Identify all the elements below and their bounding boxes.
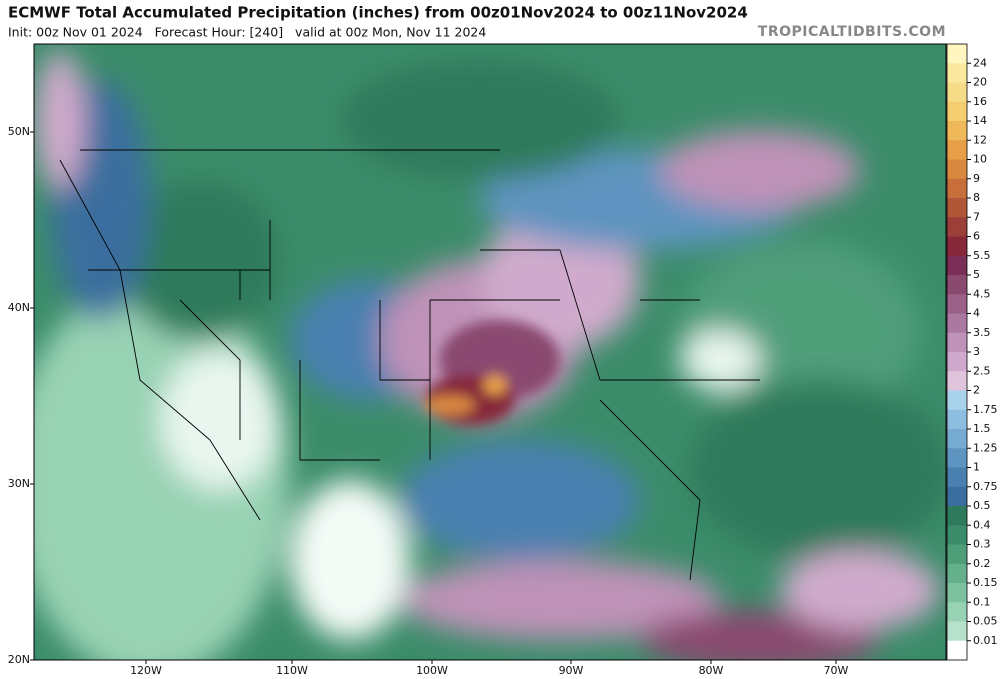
colorbar-label: 8: [973, 191, 980, 204]
colorbar-swatch: [947, 217, 967, 237]
colorbar-swatch: [947, 63, 967, 83]
colorbar-label: 0.01: [973, 634, 998, 647]
colorbar-swatch: [947, 294, 967, 314]
colorbar-label: 1.25: [973, 441, 998, 454]
colorbar-label: 14: [973, 114, 987, 127]
colorbar-swatch: [947, 236, 967, 257]
lon-label: 110W: [276, 664, 308, 677]
colorbar-label: 6: [973, 230, 980, 243]
colorbar-label: 2.5: [973, 364, 991, 377]
colorbar-label: 0.2: [973, 557, 991, 570]
colorbar-label: 12: [973, 133, 987, 146]
lon-label: 120W: [130, 664, 162, 677]
colorbar-swatch: [947, 101, 967, 122]
colorbar-label: 1.5: [973, 422, 991, 435]
lon-label: 90W: [559, 664, 584, 677]
subtitle: Init: 00z Nov 01 2024 Forecast Hour: [24…: [8, 25, 486, 40]
colorbar-swatch: [947, 371, 967, 391]
colorbar-swatch: [947, 159, 967, 180]
lon-label: 100W: [416, 664, 448, 677]
colorbar-label: 1: [973, 461, 980, 474]
colorbar-swatch: [947, 486, 967, 507]
lon-label: 70W: [824, 664, 849, 677]
colorbar-label: 9: [973, 172, 980, 185]
colorbar-swatch: [947, 640, 967, 661]
colorbar-swatch: [947, 467, 967, 488]
colorbar-label: 7: [973, 210, 980, 223]
colorbar-label: 0.75: [973, 480, 998, 493]
precip-map: [34, 44, 946, 660]
colorbar-label: 16: [973, 95, 987, 108]
colorbar-swatch: [947, 313, 967, 334]
colorbar-label: 24: [973, 56, 987, 69]
colorbar-label: 3.5: [973, 326, 991, 339]
colorbar-label: 0.5: [973, 499, 991, 512]
colorbar-label: 20: [973, 76, 987, 89]
colorbar-swatch: [947, 121, 967, 141]
colorbar-swatch: [947, 255, 967, 276]
map-axes: 50N 40N 30N 20N 120W 110W 100W 90W 80W 70W: [8, 125, 849, 677]
colorbar-label: 0.05: [973, 615, 998, 628]
colorbar-swatch: [947, 583, 967, 603]
colorbar-swatch: [947, 409, 967, 430]
colorbar-swatch: [947, 352, 967, 372]
colorbar-swatch: [947, 178, 967, 199]
colorbar-label: 4: [973, 307, 980, 320]
map-frame: [33, 43, 947, 661]
colorbar-label: 0.1: [973, 595, 991, 608]
colorbar-label: 5.5: [973, 249, 991, 262]
colorbar-label: 0.15: [973, 576, 998, 589]
colorbar-label: 0.3: [973, 538, 991, 551]
colorbar-swatch: [947, 198, 967, 218]
colorbar-swatch: [947, 82, 967, 103]
brand: TROPICALTIDBITS.COM: [758, 24, 946, 40]
lat-label: 20N: [8, 653, 30, 666]
title: ECMWF Total Accumulated Precipitation (i…: [8, 4, 748, 22]
lat-label: 30N: [8, 477, 30, 490]
lat-label: 50N: [8, 125, 30, 138]
colorbar-swatch: [947, 140, 967, 160]
colorbar-swatch: [947, 621, 967, 642]
lon-label: 80W: [699, 664, 724, 677]
colorbar-swatch: [947, 506, 967, 526]
colorbar-label: 0.4: [973, 518, 991, 531]
colorbar-swatch: [947, 332, 967, 353]
colorbar-swatch: [947, 602, 967, 622]
lat-label: 40N: [8, 301, 30, 314]
colorbar-label: 4.5: [973, 287, 991, 300]
colorbar-label: 1.75: [973, 403, 998, 416]
colorbar-swatch: [947, 448, 967, 468]
colorbar-swatch: [947, 44, 967, 64]
colorbar-label: 2: [973, 384, 980, 397]
colorbar: 24 20 16 14 12 10 9 8 7 6 5.5 5 4.5 4 3.5 3 2.5 2 1.75 1.5 1…: [946, 43, 998, 661]
colorbar-swatch: [947, 429, 967, 449]
colorbar-swatch: [947, 275, 967, 295]
colorbar-label: 3: [973, 345, 980, 358]
colorbar-swatch: [947, 544, 967, 565]
colorbar-label: 5: [973, 268, 980, 281]
colorbar-swatch: [947, 525, 967, 545]
colorbar-label: 10: [973, 153, 987, 166]
colorbar-swatch: [947, 390, 967, 411]
colorbar-swatch: [947, 563, 967, 584]
